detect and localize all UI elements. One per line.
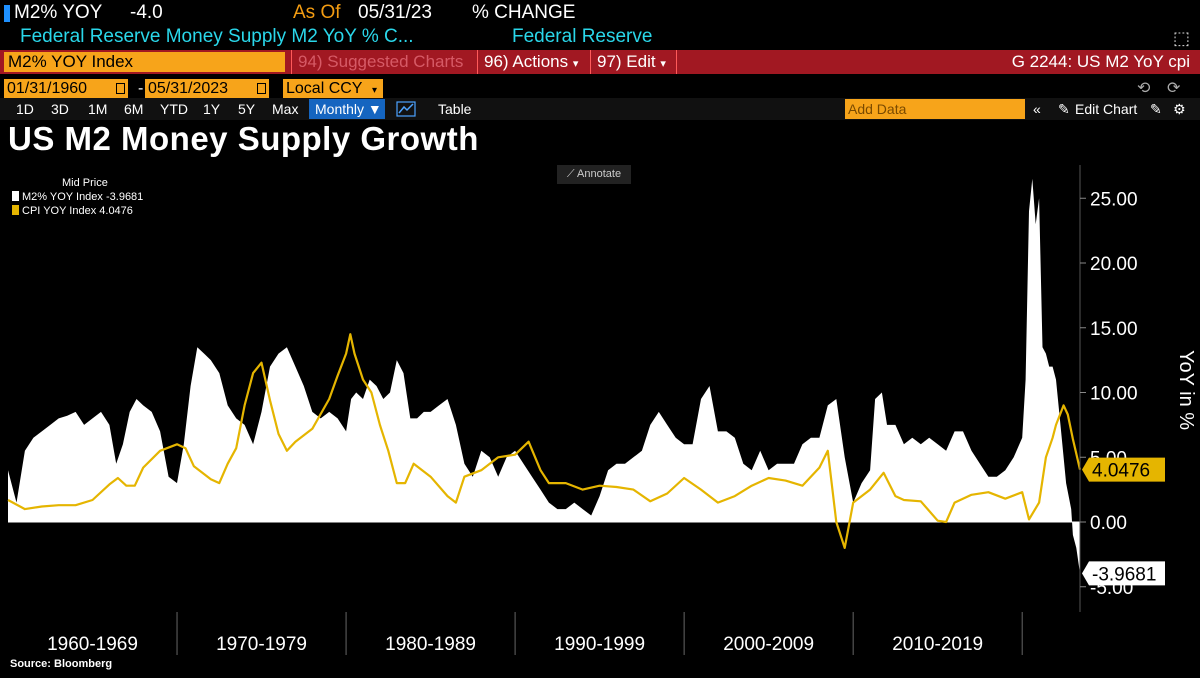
legend: Mid Price M2% YOY Index -3.9681 CPI YOY … bbox=[12, 176, 143, 218]
redo-icon[interactable]: ⟳ bbox=[1167, 80, 1181, 97]
y-tick-label: 5.00 bbox=[1090, 448, 1127, 469]
date-separator: - bbox=[138, 80, 144, 97]
x-tick-label: 1990-1999 bbox=[554, 634, 645, 655]
legend-header: Mid Price bbox=[62, 177, 108, 189]
collapse-icon[interactable]: « bbox=[1033, 101, 1041, 117]
table-button[interactable]: Table bbox=[438, 101, 472, 117]
m2-last-value-marker: -3.9681 bbox=[1082, 561, 1165, 586]
ticker-name[interactable]: M2% YOY bbox=[14, 2, 103, 23]
chart-code: G 2244: US M2 YoY cpi bbox=[1011, 52, 1190, 71]
edit-label: 97) Edit bbox=[597, 52, 656, 71]
y-tick-label: 0.00 bbox=[1090, 513, 1127, 534]
cpi-line-series bbox=[7, 333, 1082, 550]
x-tick-label: 2000-2009 bbox=[723, 634, 814, 655]
start-date-value: 01/31/1960 bbox=[7, 80, 88, 97]
y-tick-label: 15.00 bbox=[1090, 319, 1138, 340]
legend-swatch-m2 bbox=[12, 191, 19, 201]
as-of-date: 05/31/23 bbox=[358, 2, 432, 23]
period-ytd[interactable]: YTD bbox=[160, 101, 188, 117]
legend-swatch-cpi bbox=[12, 205, 19, 215]
svg-text:4.0476: 4.0476 bbox=[1092, 461, 1150, 482]
x-tick-label: 1980-1989 bbox=[385, 634, 476, 655]
y-tick-label: -5.00 bbox=[1090, 578, 1133, 599]
period-bar: 1D 3D 1M 6M YTD 1Y 5Y Max Monthly ▼ Tabl… bbox=[0, 98, 1200, 120]
period-3d[interactable]: 3D bbox=[51, 101, 69, 117]
chevron-down-icon: ▼ bbox=[367, 101, 382, 117]
security-description: Federal Reserve Money Supply M2 YoY % C.… bbox=[20, 26, 414, 47]
y-axis-label: YoY in % bbox=[1175, 350, 1197, 430]
svg-text:-3.9681: -3.9681 bbox=[1092, 564, 1156, 585]
end-date-value: 05/31/2023 bbox=[148, 80, 229, 97]
undo-icon[interactable]: ⟲ bbox=[1137, 80, 1151, 97]
ticker-strip: M2% YOY -4.0 As Of 05/31/23 % CHANGE bbox=[0, 0, 1200, 26]
edit-button[interactable]: 97) Edit ▾ bbox=[590, 50, 672, 74]
period-5y[interactable]: 5Y bbox=[238, 101, 256, 117]
period-1m[interactable]: 1M bbox=[88, 101, 108, 117]
y-tick-label: 20.00 bbox=[1090, 254, 1138, 275]
calendar-icon[interactable] bbox=[116, 83, 125, 94]
pencil-icon: ✎ bbox=[1058, 101, 1070, 117]
y-tick-label: 25.00 bbox=[1090, 189, 1138, 210]
as-of-label: As Of bbox=[293, 2, 341, 23]
currency-select[interactable]: Local CCY ▾ bbox=[283, 79, 383, 99]
legend-label-cpi: CPI YOY Index bbox=[22, 205, 97, 217]
gear-icon[interactable]: ⚙ bbox=[1173, 101, 1186, 117]
annotate-button[interactable]: ⟋ Annotate bbox=[557, 165, 631, 184]
actions-label: 96) Actions bbox=[484, 52, 569, 71]
m2-area-series bbox=[8, 178, 1080, 574]
toolbar-divider bbox=[676, 50, 678, 74]
legend-item-m2[interactable]: M2% YOY Index -3.9681 bbox=[12, 190, 143, 204]
edit-settings-icon[interactable]: ✎ bbox=[1150, 101, 1162, 117]
frequency-select[interactable]: Monthly ▼ bbox=[309, 99, 385, 119]
legend-item-cpi[interactable]: CPI YOY Index 4.0476 bbox=[12, 204, 143, 218]
chart-title: US M2 Money Supply Growth bbox=[8, 120, 479, 157]
add-data-input[interactable]: Add Data bbox=[845, 99, 1025, 119]
x-tick-label: 2010-2019 bbox=[892, 634, 983, 655]
source-name: Federal Reserve bbox=[512, 26, 653, 47]
frequency-value: Monthly bbox=[315, 101, 365, 117]
legend-value-m2: -3.9681 bbox=[105, 191, 144, 203]
command-bar: M2% YOY Index 94) Suggested Charts 96) A… bbox=[0, 50, 1200, 74]
ticker-marker bbox=[4, 5, 10, 22]
suggested-charts-button[interactable]: 94) Suggested Charts bbox=[291, 50, 469, 74]
y-tick-label: 10.00 bbox=[1090, 384, 1138, 405]
change-label: % CHANGE bbox=[472, 2, 576, 23]
period-max[interactable]: Max bbox=[272, 101, 299, 117]
x-tick-label: 1970-1979 bbox=[216, 634, 307, 655]
chevron-down-icon: ▾ bbox=[372, 85, 378, 96]
legend-value-cpi: 4.0476 bbox=[99, 205, 133, 217]
end-date-field[interactable]: 05/31/2023 bbox=[145, 79, 269, 99]
edit-caret-icon: ▾ bbox=[660, 58, 666, 70]
period-6m[interactable]: 6M bbox=[124, 101, 144, 117]
actions-caret-icon: ▾ bbox=[572, 58, 579, 70]
currency-value: Local CCY bbox=[286, 80, 363, 97]
period-1y[interactable]: 1Y bbox=[203, 101, 221, 117]
legend-label-m2: M2% YOY Index bbox=[22, 191, 103, 203]
line-chart-icon[interactable] bbox=[396, 101, 416, 117]
calendar-icon[interactable] bbox=[257, 83, 266, 94]
index-name-field[interactable]: M2% YOY Index bbox=[4, 52, 285, 72]
ticker-value: -4.0 bbox=[130, 2, 163, 23]
actions-button[interactable]: 96) Actions ▾ bbox=[477, 50, 584, 74]
annotate-icon: ⟋ bbox=[566, 168, 575, 180]
description-strip: Federal Reserve Money Supply M2 YoY % C.… bbox=[0, 26, 1200, 48]
source-note: Source: Bloomberg bbox=[10, 658, 113, 670]
annotate-label: Annotate bbox=[577, 168, 622, 180]
select-icon[interactable]: ⬚ bbox=[1172, 28, 1190, 48]
cpi-last-value-marker: 4.0476 bbox=[1082, 457, 1165, 482]
edit-chart-button[interactable]: Edit Chart bbox=[1075, 101, 1138, 117]
period-1d[interactable]: 1D bbox=[16, 101, 34, 117]
x-tick-label: 1960-1969 bbox=[47, 634, 138, 655]
start-date-field[interactable]: 01/31/1960 bbox=[4, 79, 128, 99]
date-range-bar: 01/31/1960 - 05/31/2023 Local CCY ▾ ⟲ ⟳ bbox=[0, 78, 1200, 100]
